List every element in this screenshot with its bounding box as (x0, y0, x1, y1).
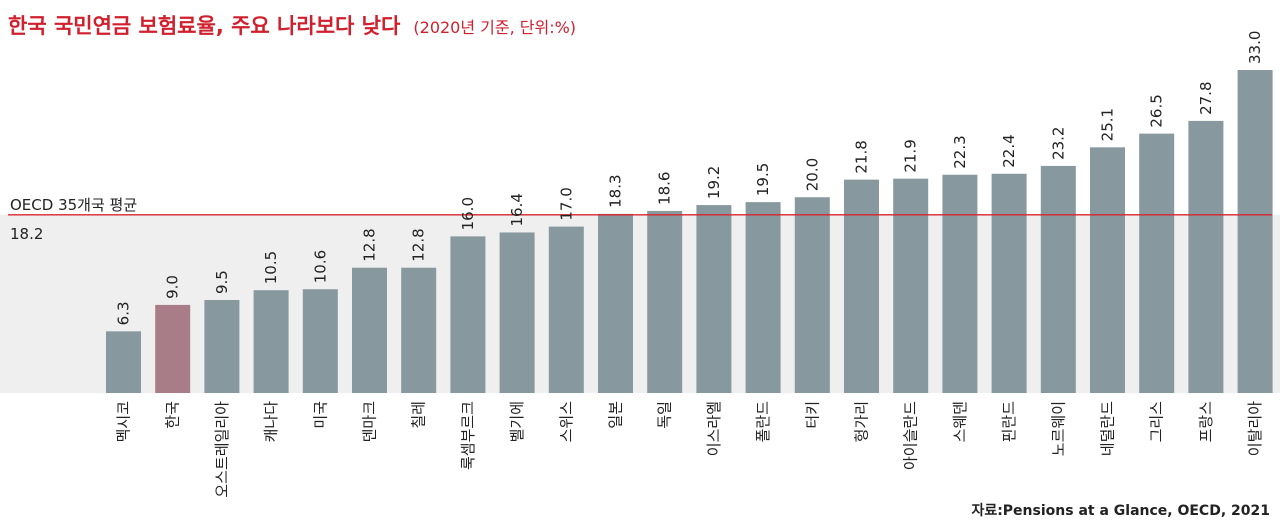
bar-value-label: 10.6 (311, 250, 329, 283)
chart-title: 한국 국민연금 보험료율, 주요 나라보다 낮다 (2020년 기준, 단위:%… (8, 14, 576, 38)
category-label: 스웨덴 (951, 401, 969, 442)
bar-value-label: 12.8 (361, 228, 379, 261)
bar-value-label: 19.2 (705, 166, 723, 199)
bar-18 (942, 174, 978, 393)
category-label: 그리스 (1148, 401, 1166, 443)
bar-11 (598, 213, 633, 393)
category-label: 멕시코 (115, 401, 133, 442)
bar-8 (450, 236, 486, 393)
bar-value-label: 18.6 (656, 172, 674, 205)
chart-subtitle: (2020년 기준, 단위:%) (413, 18, 576, 37)
category-label: 프랑스 (1197, 401, 1215, 443)
bar-value-label: 16.0 (459, 197, 477, 230)
bar-13 (696, 205, 732, 393)
category-label: 오스트레일리아 (213, 401, 231, 498)
category-label: 핀란드 (1000, 401, 1018, 443)
bar-23 (1188, 120, 1224, 393)
bar-2 (155, 304, 191, 393)
bar-10 (548, 226, 584, 393)
category-label: 아이슬란드 (902, 401, 920, 470)
bar-value-label: 21.8 (853, 140, 871, 173)
chart-title-main: 한국 국민연금 보험료율, 주요 나라보다 낮다 (8, 14, 401, 38)
bars-group (106, 70, 1273, 393)
bar-24 (1237, 70, 1273, 393)
bar-22 (1139, 133, 1175, 393)
bar-value-label: 19.5 (754, 163, 772, 196)
bar-value-label: 9.5 (213, 270, 231, 294)
category-label: 덴마크 (361, 401, 379, 442)
bar-21 (1090, 147, 1125, 393)
bar-20 (1040, 165, 1076, 393)
average-shade-area (0, 214, 1280, 393)
category-label: 노르웨이 (1049, 401, 1067, 456)
category-label: 한국 (164, 401, 182, 429)
bar-value-label: 22.3 (951, 135, 969, 168)
bar-value-label: 21.9 (902, 139, 920, 172)
category-label: 헝가리 (853, 401, 871, 442)
bar-value-label: 20.0 (803, 158, 821, 191)
category-label: 이탈리아 (1246, 401, 1264, 456)
bar-1 (106, 331, 141, 393)
category-label: 이스라엘 (705, 401, 723, 456)
bar-9 (499, 232, 535, 393)
category-label: 룩셈부르크 (459, 401, 477, 470)
category-label: 폴란드 (754, 401, 772, 443)
bar-4 (253, 290, 289, 393)
category-label: 네덜란드 (1099, 401, 1117, 456)
category-labels-group: 멕시코 한국 오스트레일리아 캐나다 미국 덴마크 칠레 룩셈부르크 벨기에 스위스 일본 독일 이스라… (115, 401, 1265, 498)
category-label: 캐나다 (262, 401, 280, 443)
bar-7 (401, 267, 437, 393)
category-label: 벨기에 (508, 401, 526, 442)
category-label: 일본 (607, 401, 625, 429)
bar-12 (647, 210, 683, 393)
bar-3 (204, 300, 240, 393)
source-note: 자료:Pensions at a Glance, OECD, 2021 (971, 503, 1270, 519)
bar-value-label: 16.4 (508, 193, 526, 226)
bar-14 (745, 202, 781, 393)
bar-value-label: 18.3 (607, 174, 625, 207)
bar-value-label: 12.8 (410, 228, 428, 261)
bar-value-label: 33.0 (1246, 31, 1264, 64)
bar-value-label: 27.8 (1197, 81, 1215, 114)
bar-17 (893, 178, 929, 393)
category-label: 터키 (803, 401, 821, 429)
category-label: 미국 (311, 401, 329, 429)
bar-15 (794, 197, 830, 393)
bar-19 (991, 173, 1027, 393)
average-line-label: OECD 35개국 평균 (10, 196, 137, 214)
bar-value-label: 23.2 (1049, 127, 1067, 160)
bar-value-label: 6.3 (115, 301, 133, 325)
bar-value-label: 26.5 (1148, 94, 1166, 127)
bar-value-label: 22.4 (1000, 134, 1018, 167)
bar-value-label: 25.1 (1099, 108, 1117, 141)
bar-value-label: 10.5 (262, 251, 280, 284)
bar-value-label: 9.0 (164, 275, 182, 299)
value-labels-group: 6.3 9.0 9.5 10.5 10.6 12.8 12.8 16.0 16.4 17.0 18.… (115, 31, 1265, 326)
bar-16 (844, 179, 879, 393)
bar-5 (302, 289, 338, 393)
average-line-value: 18.2 (10, 225, 43, 243)
category-label: 독일 (656, 401, 674, 429)
category-label: 스위스 (557, 401, 575, 443)
bar-6 (352, 267, 387, 393)
bar-value-label: 17.0 (557, 187, 575, 220)
category-label: 칠레 (410, 401, 428, 429)
